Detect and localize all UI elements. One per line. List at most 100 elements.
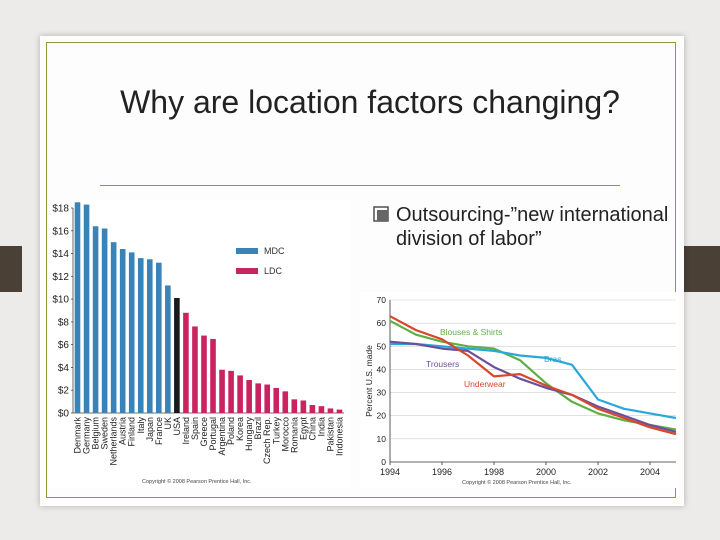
copyright-note: Copyright © 2008 Pearson Prentice Hall, … [462, 479, 572, 486]
y-tick-label: 70 [377, 295, 387, 305]
y-tick-label: 30 [377, 388, 387, 398]
bar [146, 259, 153, 413]
y-tick-label: 40 [377, 364, 387, 374]
slide-frame [46, 42, 676, 498]
x-tick-label: Sweden [100, 417, 110, 450]
x-tick-label: China [307, 417, 317, 441]
x-tick-label: Ireland [181, 417, 191, 445]
title-divider [100, 185, 620, 186]
x-tick-label: Spain [190, 417, 200, 440]
y-tick-label: $4 [58, 363, 70, 374]
bar [273, 387, 280, 413]
y-tick-label: 10 [377, 434, 387, 444]
bar [219, 369, 225, 413]
x-tick-label: Portugal [208, 417, 218, 451]
y-tick-label: 60 [377, 318, 387, 328]
x-tick-label: Argentina [217, 417, 227, 456]
bar [264, 384, 271, 413]
x-tick-label: Greece [199, 417, 209, 447]
x-tick-label: 1996 [432, 467, 452, 477]
x-tick-label: 2002 [588, 467, 608, 477]
y-tick-label: $8 [58, 317, 70, 328]
x-tick-label: Czech Rep. [262, 417, 272, 464]
bar [282, 391, 289, 413]
bar [92, 226, 99, 413]
x-tick-label: Pakistan [325, 417, 335, 452]
series-label: Blouses & Shirts [440, 327, 502, 337]
bar [336, 409, 343, 413]
y-tick-label: $6 [58, 340, 70, 351]
x-tick-label: Indonesia [334, 417, 344, 456]
x-tick-label: Italy [136, 417, 146, 434]
x-tick-label: France [154, 417, 164, 445]
x-tick-label: Turkey [271, 417, 281, 445]
line-chart-svg: 0 10 20 30 40 50 60 70 1994 1996 1998 2000 2002 2004 P… [364, 295, 677, 486]
series-line [389, 340, 677, 433]
legend-label: LDC [264, 266, 283, 276]
bar [128, 252, 135, 413]
x-tick-label: 2004 [640, 467, 660, 477]
y-tick-label: $16 [52, 226, 69, 237]
x-tick-label: Finland [127, 417, 137, 447]
bullet-text: Outsourcing-”new international division … [396, 204, 669, 250]
x-tick-label: Poland [226, 417, 236, 445]
left-accent-tab [0, 246, 22, 292]
bar [300, 400, 307, 413]
x-tick-label: Hungary [244, 417, 254, 452]
x-tick-label: 1994 [380, 467, 400, 477]
x-tick-label: Germany [82, 417, 92, 455]
x-tick-label: Egypt [298, 417, 308, 441]
x-tick-label: Romania [289, 417, 299, 453]
bar [228, 370, 234, 413]
bar [318, 406, 325, 413]
bar [165, 285, 171, 413]
bullet-outsourcing: Outsourcing-”new international division … [373, 203, 673, 251]
x-tick-label: Japan [145, 417, 155, 442]
checkbox-bullet-icon [373, 206, 389, 222]
series-label: Trousers [426, 359, 459, 369]
y-tick-label: $10 [52, 295, 69, 306]
x-tick-label: Austria [118, 417, 128, 445]
x-tick-label: India [316, 417, 326, 437]
y-tick-label: $18 [52, 204, 69, 215]
legend-swatch [236, 248, 258, 254]
legend-label: MDC [264, 246, 285, 256]
bar-chart-wages: $0 $2 $4 $6 $8 $10 $12 $14 $16 $18 Denmark Germany B… [48, 200, 350, 488]
legend-swatch [236, 268, 258, 274]
bar [119, 249, 126, 413]
x-tick-label: 1998 [484, 467, 504, 477]
x-tick-label: Morocco [280, 417, 290, 452]
x-tick-label: Denmark [73, 417, 83, 454]
bar [309, 405, 316, 413]
bar [246, 379, 252, 413]
line-chart-us-made: 0 10 20 30 40 50 60 70 1994 1996 1998 2000 2002 2004 P… [360, 292, 678, 488]
y-tick-label: $2 [58, 386, 70, 397]
bar [327, 408, 334, 413]
copyright-note: Copyright © 2008 Pearson Prentice Hall, … [142, 478, 252, 485]
bar [156, 262, 162, 413]
series-label: Bras [544, 354, 561, 364]
series-line [389, 315, 677, 436]
x-tick-label: Brazil [253, 417, 263, 440]
y-tick-label: 20 [377, 411, 387, 421]
y-axis-label: Percent U.S. made [364, 345, 374, 417]
bar [83, 204, 90, 413]
series-label: Underwear [464, 379, 506, 389]
x-tick-label: 2000 [536, 467, 556, 477]
x-tick-label: Belgium [91, 417, 101, 450]
y-tick-label: $14 [52, 249, 69, 260]
bar [255, 383, 261, 413]
series-line [389, 319, 677, 431]
bar [183, 312, 189, 413]
x-tick-label: Korea [235, 417, 245, 441]
slide-title: Why are location factors changing? [120, 84, 620, 120]
y-tick-label: $0 [58, 409, 70, 420]
bar [74, 202, 81, 413]
bar [201, 335, 207, 413]
y-tick-label: 0 [381, 457, 386, 467]
bar [110, 242, 117, 413]
bar [291, 399, 298, 413]
x-tick-label: USA [172, 417, 182, 436]
